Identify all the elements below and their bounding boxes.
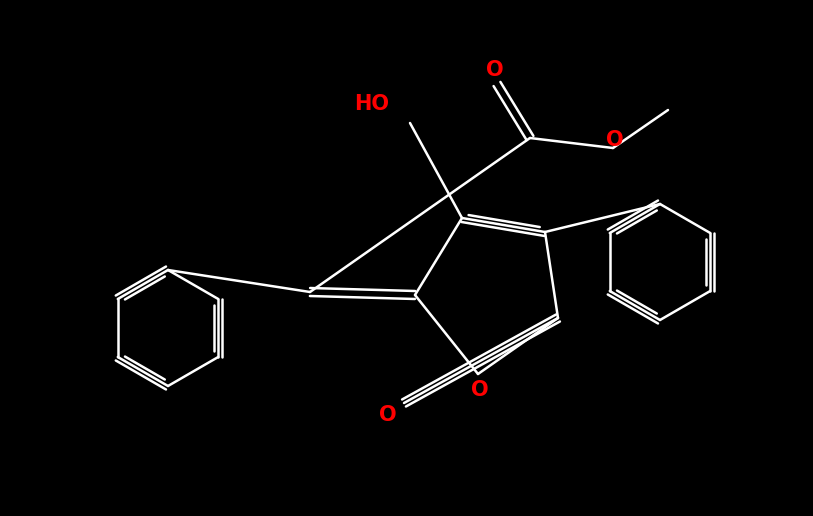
Text: O: O [472, 380, 489, 400]
Text: O: O [379, 405, 397, 425]
Text: HO: HO [354, 94, 389, 114]
Text: O: O [486, 60, 504, 80]
Text: O: O [606, 130, 624, 150]
